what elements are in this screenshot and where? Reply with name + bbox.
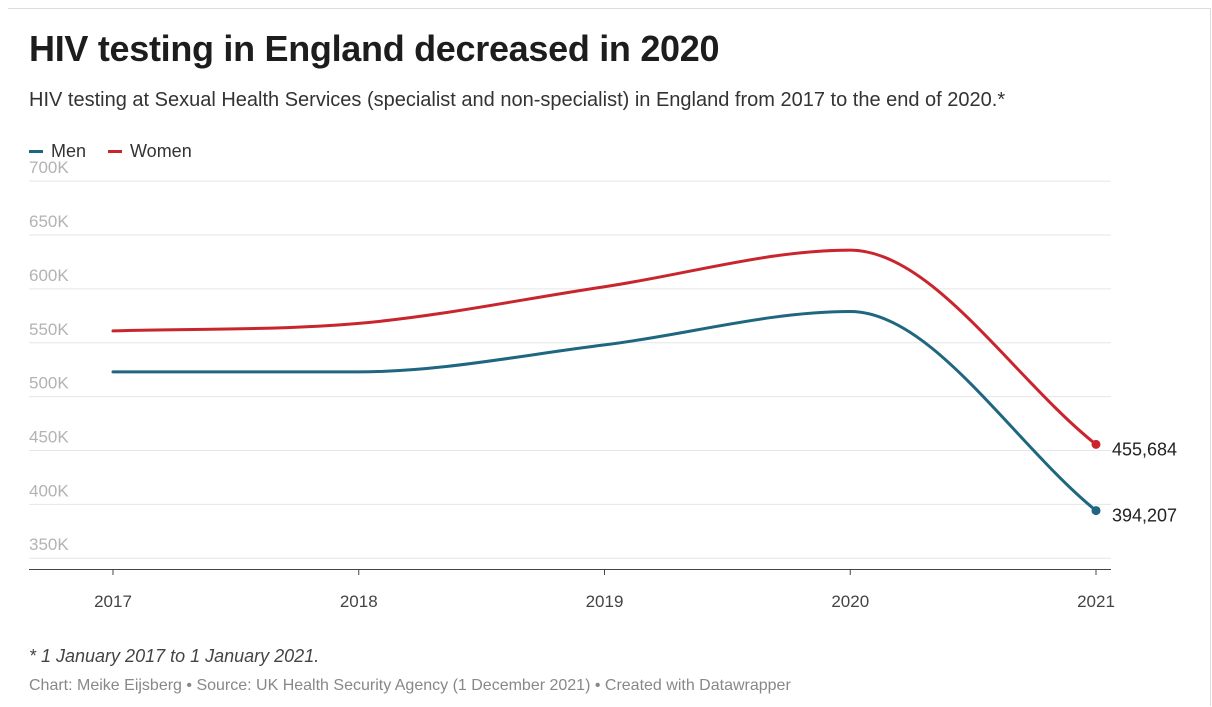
legend-label-women: Women — [130, 140, 192, 161]
x-tick-label: 2017 — [94, 592, 132, 611]
y-tick-label: 500K — [29, 374, 69, 393]
end-point-women — [1091, 439, 1101, 449]
chart-frame — [8, 8, 1211, 706]
series-layer — [111, 248, 1101, 516]
legend-item-men: Men — [29, 141, 86, 162]
legend-swatch-women — [108, 149, 123, 153]
y-tick-label: 450K — [29, 427, 69, 446]
y-tick-label: 550K — [29, 320, 69, 339]
y-tick-label: 400K — [29, 481, 69, 500]
series-line-women — [111, 248, 1098, 446]
legend-item-women: Women — [108, 141, 192, 162]
x-tick-label: 2021 — [1077, 592, 1115, 611]
source-credit: Chart: Meike Eijsberg • Source: UK Healt… — [29, 677, 791, 694]
axis-layer: 350K 400K 450K 500K 550K 600K 650K 700K 2017 2018… — [29, 158, 1115, 611]
y-tick-label: 350K — [29, 535, 69, 554]
legend-swatch-men — [29, 149, 43, 153]
x-tick-label: 2018 — [340, 592, 378, 611]
y-tick-label: 650K — [29, 212, 69, 231]
grid-layer — [29, 180, 1111, 559]
label-layer: 394,207 455,684 — [1112, 439, 1177, 525]
end-label-women: 455,684 — [1112, 439, 1177, 459]
chart-title: HIV testing in England decreased in 2020 — [29, 28, 720, 69]
legend-label-men: Men — [51, 140, 87, 161]
series-line-men — [111, 310, 1098, 513]
y-tick-label: 700K — [29, 158, 69, 177]
footnote: * 1 January 2017 to 1 January 2021. — [29, 646, 320, 666]
end-point-men — [1091, 506, 1101, 516]
x-tick-label: 2019 — [586, 592, 624, 611]
y-tick-label: 600K — [29, 266, 69, 285]
end-label-men: 394,207 — [1112, 506, 1177, 526]
x-tick-label: 2020 — [831, 592, 869, 611]
chart-subtitle: HIV testing at Sexual Health Services (s… — [29, 89, 1006, 111]
legend: Men Women — [29, 139, 214, 163]
